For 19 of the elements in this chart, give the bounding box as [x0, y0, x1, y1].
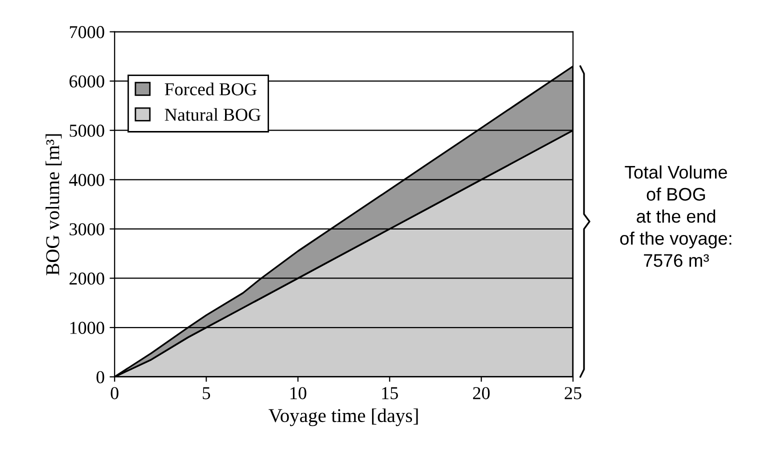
y-tick-label: 5000	[70, 124, 104, 137]
legend-label: Forced BOG	[164, 82, 257, 96]
x-tick-label: 0	[110, 387, 118, 400]
y-tick-label: 2000	[70, 272, 104, 285]
text: Total Volume of BOG at the end of the voyage: 7576 m³	[620, 165, 732, 267]
x-tick-label: 20	[473, 387, 490, 400]
x-tick-label: 15	[382, 387, 398, 400]
y-tick-label: 1000	[70, 322, 104, 334]
y-axis-title: BOG volume [m³]	[46, 134, 62, 276]
legend-label: Natural BOG	[164, 108, 261, 121]
x-tick-label: 10	[290, 387, 306, 400]
y-tick-label: 0	[96, 371, 104, 384]
y-tick-label: 4000	[69, 174, 104, 186]
y-tick-label: 6000	[70, 75, 104, 88]
y-tick-label: 3000	[70, 223, 104, 236]
x-axis-title: Voyage time [days]	[268, 408, 418, 426]
x-tick-label: 5	[202, 387, 210, 400]
x-tick-label: 25	[564, 387, 582, 400]
y-tick-label: 7000	[70, 26, 104, 38]
